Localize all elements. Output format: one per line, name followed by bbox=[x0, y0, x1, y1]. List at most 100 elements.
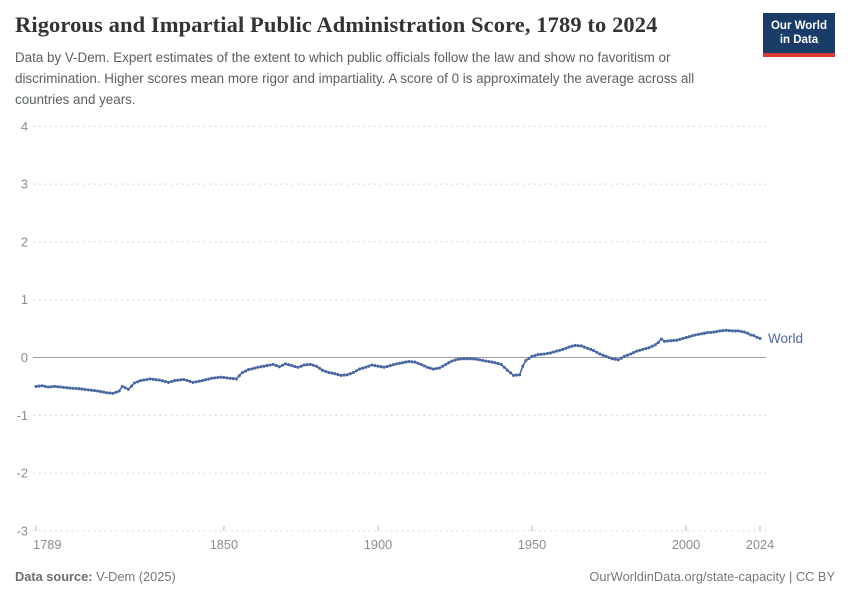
data-point bbox=[176, 378, 180, 382]
data-point bbox=[148, 377, 152, 381]
data-point bbox=[536, 353, 540, 357]
data-point bbox=[444, 362, 448, 366]
data-point bbox=[293, 364, 297, 369]
y-tick-label-4: 4 bbox=[21, 119, 28, 134]
data-point bbox=[46, 385, 50, 389]
data-point bbox=[333, 372, 337, 376]
data-point bbox=[179, 378, 183, 382]
data-point bbox=[382, 365, 386, 369]
data-point bbox=[188, 379, 192, 383]
data-point bbox=[712, 330, 716, 334]
data-point bbox=[376, 364, 380, 368]
data-point bbox=[687, 335, 691, 339]
data-point bbox=[743, 330, 747, 334]
data-point bbox=[102, 390, 106, 394]
data-point bbox=[601, 353, 605, 357]
data-point bbox=[160, 379, 164, 383]
data-point bbox=[253, 366, 257, 370]
data-point bbox=[733, 329, 737, 333]
data-point bbox=[133, 381, 137, 385]
footer-link[interactable]: OurWorldinData.org/state-capacity | CC B… bbox=[589, 569, 835, 584]
data-point bbox=[182, 377, 186, 382]
data-point bbox=[487, 359, 491, 364]
data-point bbox=[672, 338, 676, 342]
data-point bbox=[62, 385, 66, 389]
data-point bbox=[129, 384, 134, 388]
data-source: Data source: V-Dem (2025) bbox=[15, 569, 176, 584]
data-point bbox=[524, 358, 528, 362]
data-point bbox=[755, 335, 759, 339]
data-source-label: Data source: bbox=[15, 569, 93, 584]
x-tick-label-1850: 1850 bbox=[210, 537, 238, 552]
data-point bbox=[431, 367, 435, 371]
data-point bbox=[558, 348, 562, 352]
data-point bbox=[194, 380, 198, 384]
data-point bbox=[428, 366, 432, 370]
data-point bbox=[493, 361, 497, 365]
data-point bbox=[490, 360, 494, 364]
data-point bbox=[373, 364, 377, 368]
data-point bbox=[659, 337, 663, 341]
data-point bbox=[203, 378, 207, 382]
data-point bbox=[616, 358, 620, 362]
data-point bbox=[505, 368, 509, 372]
data-point bbox=[610, 357, 614, 361]
data-point bbox=[89, 388, 94, 392]
data-point bbox=[308, 362, 312, 366]
data-point bbox=[327, 370, 331, 375]
data-point bbox=[607, 355, 611, 360]
data-point bbox=[459, 357, 463, 361]
data-point bbox=[197, 379, 201, 383]
y-tick-label-0: 0 bbox=[21, 350, 28, 365]
data-point bbox=[619, 356, 623, 360]
data-point bbox=[502, 365, 506, 369]
data-point bbox=[521, 364, 525, 368]
data-point bbox=[108, 391, 112, 395]
data-point bbox=[80, 387, 84, 391]
data-point bbox=[142, 378, 146, 382]
x-tick-label-1950: 1950 bbox=[518, 537, 546, 552]
owid-logo-line1: Our World bbox=[770, 20, 827, 32]
data-point bbox=[228, 376, 232, 380]
data-point bbox=[65, 386, 69, 390]
data-point bbox=[361, 366, 365, 370]
data-point bbox=[573, 343, 577, 347]
x-tick-label-1900: 1900 bbox=[364, 537, 392, 552]
data-point bbox=[727, 329, 731, 333]
owid-logo[interactable]: Our World in Data bbox=[762, 13, 835, 57]
series-line-world[interactable] bbox=[35, 329, 761, 395]
data-point bbox=[243, 369, 248, 373]
data-point bbox=[314, 364, 318, 368]
data-point bbox=[317, 366, 321, 370]
series-label-world[interactable]: World bbox=[768, 331, 803, 346]
data-point bbox=[234, 377, 238, 381]
owid-logo-line2: in Data bbox=[779, 34, 819, 47]
data-point bbox=[702, 331, 707, 335]
data-point bbox=[585, 346, 590, 350]
data-point bbox=[471, 357, 476, 361]
data-point bbox=[37, 384, 41, 388]
data-point bbox=[385, 364, 389, 369]
data-point bbox=[345, 373, 349, 377]
data-point bbox=[684, 336, 688, 340]
data-point bbox=[287, 363, 291, 367]
y-tick-label-3: 3 bbox=[21, 177, 28, 192]
data-point bbox=[739, 329, 744, 334]
data-point bbox=[277, 365, 281, 369]
data-point bbox=[434, 366, 439, 371]
data-point bbox=[675, 338, 679, 342]
data-point bbox=[49, 385, 53, 389]
data-point bbox=[613, 357, 617, 361]
data-point bbox=[111, 391, 115, 395]
data-point bbox=[662, 339, 667, 343]
data-point bbox=[265, 364, 269, 368]
data-point bbox=[92, 389, 97, 393]
data-point bbox=[555, 349, 559, 353]
data-point bbox=[450, 359, 454, 363]
data-point bbox=[622, 354, 626, 358]
data-point bbox=[290, 364, 294, 368]
data-point bbox=[222, 375, 226, 380]
data-point bbox=[678, 337, 682, 341]
data-point bbox=[592, 349, 596, 353]
